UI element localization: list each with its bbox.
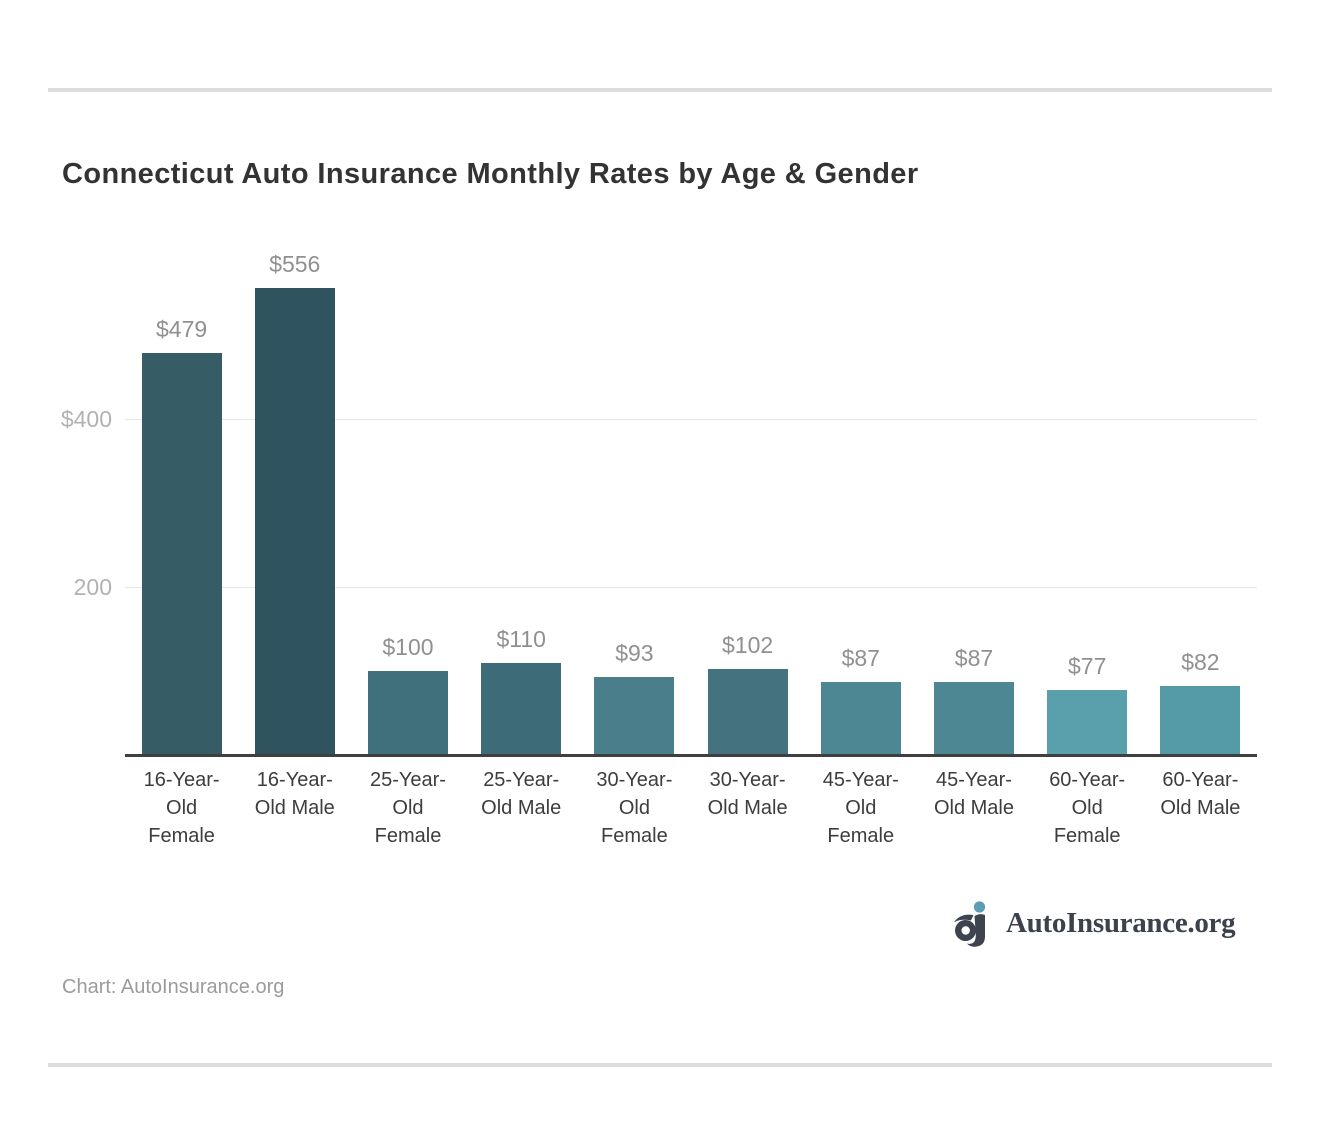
bar — [481, 663, 562, 755]
x-category-label: 30-Year-Old Female — [596, 769, 673, 847]
bar-value-label: $77 — [1068, 653, 1107, 679]
page-title: Connecticut Auto Insurance Monthly Rates… — [62, 158, 919, 190]
bar-slot: $87 — [917, 251, 1030, 755]
bar — [254, 288, 335, 755]
bar-value-label: $93 — [615, 640, 654, 666]
bar-slot: $110 — [465, 251, 578, 755]
bar-slot: $556 — [238, 251, 351, 755]
bar — [707, 669, 788, 755]
y-tick-label: $400 — [60, 406, 112, 432]
x-axis-labels: 16-Year-Old Female 16-Year-Old Male 25-Yea… — [125, 766, 1257, 876]
brand-logo: AutoInsurance.org — [950, 898, 1236, 948]
bar-slot: $87 — [804, 251, 917, 755]
x-slot: 30-Year-Old Female — [578, 766, 691, 850]
bar — [367, 671, 448, 755]
bar — [933, 682, 1014, 755]
x-slot: 25-Year-Old Female — [351, 766, 464, 850]
x-category-label: 25-Year-Old Female — [369, 769, 446, 847]
bar-value-label: $87 — [841, 645, 880, 671]
brand-logo-text: AutoInsurance.org — [1006, 906, 1236, 939]
bar-value-label: $556 — [269, 251, 321, 277]
chart-attribution: Chart: AutoInsurance.org — [62, 976, 285, 998]
bar — [141, 353, 222, 755]
bar — [820, 682, 901, 755]
bar — [1160, 686, 1241, 755]
bar-value-label: $102 — [722, 632, 774, 658]
x-category-label: 30-Year-Old Male — [707, 769, 788, 819]
bar-slot: $102 — [691, 251, 804, 755]
x-slot: 45-Year-Old Female — [804, 766, 917, 850]
plot-area: $479 $556 $100 $110 $93 $102 $87 $87 $77 $82 — [125, 251, 1257, 755]
bar-slot: $479 — [125, 251, 238, 755]
x-category-label: 60-Year-Old Female — [1049, 769, 1126, 847]
y-gridline — [125, 419, 1257, 420]
bar-slot: $82 — [1144, 251, 1257, 755]
bar — [1047, 690, 1128, 755]
bar-value-label: $82 — [1181, 649, 1220, 675]
x-slot: 16-Year-Old Female — [125, 766, 238, 850]
y-tick-label: 200 — [73, 574, 112, 600]
x-slot: 45-Year-Old Male — [917, 766, 1030, 822]
top-divider — [48, 88, 1272, 92]
bar-value-label: $110 — [496, 626, 546, 652]
x-category-label: 16-Year-Old Male — [254, 769, 335, 819]
x-category-label: 45-Year-Old Male — [933, 769, 1014, 819]
x-category-label: 45-Year-Old Female — [822, 769, 899, 847]
x-axis-line — [125, 754, 1257, 757]
bar-value-label: $87 — [954, 645, 994, 671]
x-category-label: 16-Year-Old Female — [143, 769, 220, 847]
x-slot: 30-Year-Old Male — [691, 766, 804, 822]
x-category-label: 60-Year-Old Male — [1160, 769, 1241, 819]
x-category-label: 25-Year-Old Male — [481, 769, 562, 819]
y-gridline — [125, 587, 1257, 588]
bar-slot: $93 — [578, 251, 691, 755]
x-slot: 60-Year-Old Male — [1144, 766, 1257, 822]
x-slot: 25-Year-Old Male — [465, 766, 578, 822]
bar-value-label: $100 — [382, 634, 434, 660]
bar-value-label: $479 — [156, 316, 208, 342]
bar — [594, 677, 675, 755]
bar-slot: $77 — [1031, 251, 1144, 755]
bottom-divider — [48, 1063, 1272, 1067]
bar-slot: $100 — [351, 251, 464, 755]
x-slot: 16-Year-Old Male — [238, 766, 351, 822]
x-slot: 60-Year-Old Female — [1031, 766, 1144, 850]
aj-monogram-icon — [950, 898, 994, 948]
